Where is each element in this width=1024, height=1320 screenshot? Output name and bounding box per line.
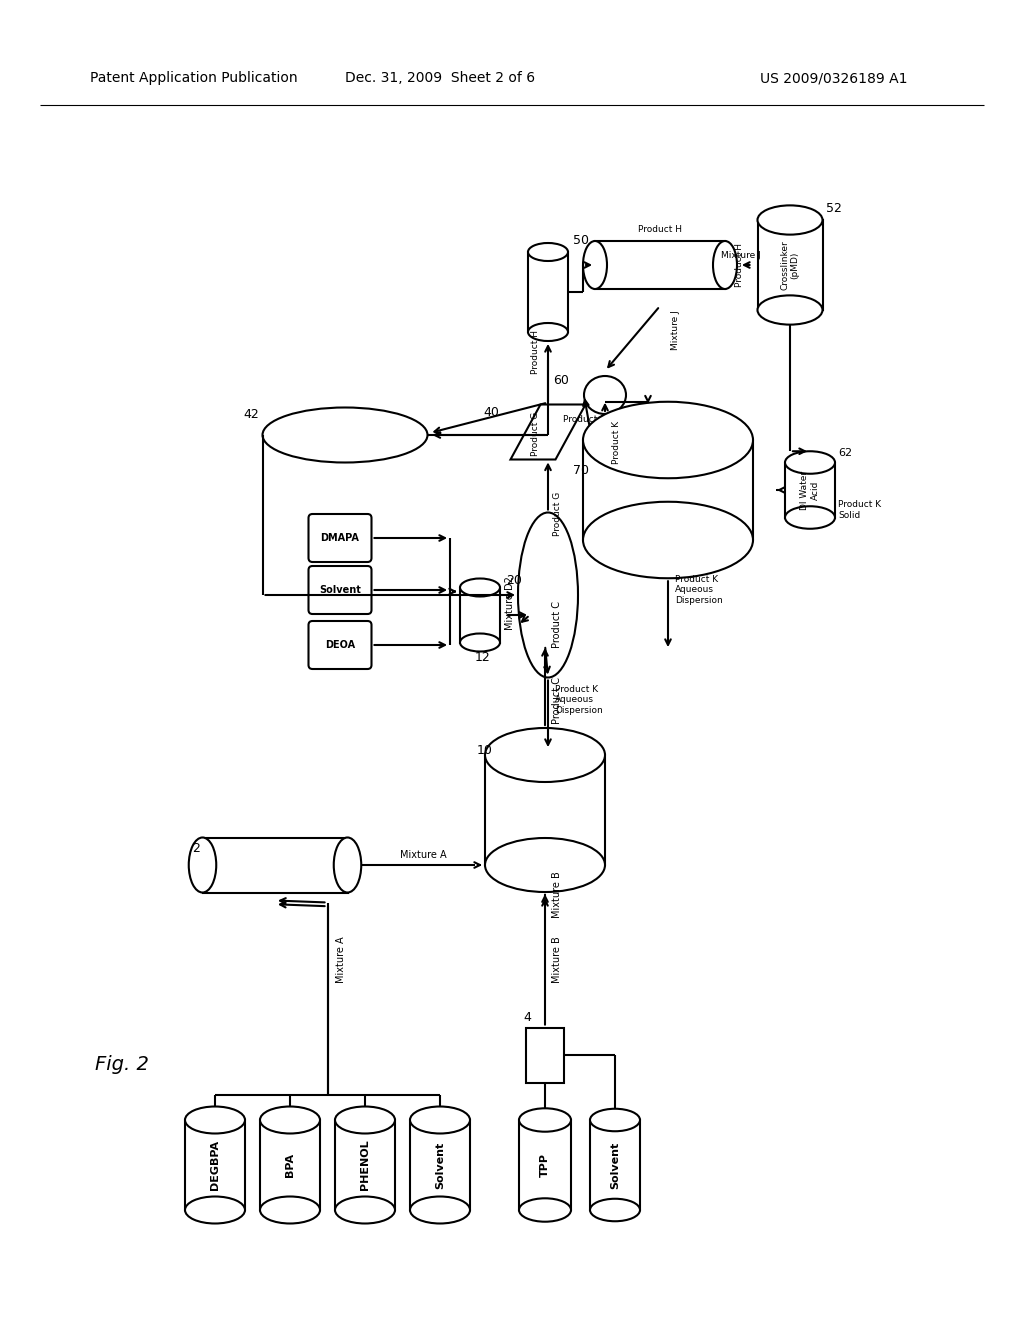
Text: 52: 52 — [826, 202, 842, 214]
Text: Product K: Product K — [612, 421, 621, 465]
Text: TPP: TPP — [540, 1152, 550, 1177]
Text: 20: 20 — [506, 573, 522, 586]
Text: Mixture A: Mixture A — [336, 937, 345, 983]
Text: Fig. 2: Fig. 2 — [95, 1056, 148, 1074]
Ellipse shape — [335, 1196, 395, 1224]
Text: 42: 42 — [243, 408, 259, 421]
Text: DEOA: DEOA — [325, 640, 355, 649]
Text: Solvent: Solvent — [319, 585, 360, 595]
Text: 60: 60 — [553, 374, 569, 387]
Ellipse shape — [410, 1196, 470, 1224]
Bar — [519, 1119, 571, 1210]
Text: Mixture B: Mixture B — [552, 937, 562, 983]
Ellipse shape — [583, 401, 753, 478]
Text: 62: 62 — [838, 447, 852, 458]
Text: Product K: Product K — [563, 416, 606, 425]
Text: PHENOL: PHENOL — [360, 1139, 370, 1191]
Ellipse shape — [460, 634, 500, 652]
Ellipse shape — [262, 408, 427, 462]
Ellipse shape — [460, 578, 500, 597]
Text: Solvent: Solvent — [435, 1142, 445, 1188]
Ellipse shape — [785, 507, 835, 529]
Text: Product K
Aqueous
Dispersion: Product K Aqueous Dispersion — [555, 685, 603, 715]
Ellipse shape — [583, 242, 607, 289]
Text: Product H: Product H — [531, 330, 541, 374]
Ellipse shape — [519, 1199, 571, 1222]
Bar — [583, 440, 753, 540]
Text: DEGBPA: DEGBPA — [210, 1140, 220, 1191]
Bar — [260, 1119, 319, 1210]
Text: Mixture A: Mixture A — [399, 850, 446, 861]
Text: Product G: Product G — [531, 412, 541, 457]
Text: 50: 50 — [573, 234, 589, 247]
Bar — [590, 1119, 640, 1210]
Bar — [528, 252, 568, 333]
FancyBboxPatch shape — [308, 513, 372, 562]
Text: 70: 70 — [573, 463, 589, 477]
Ellipse shape — [335, 1106, 395, 1134]
Bar — [185, 1119, 245, 1210]
Text: 12: 12 — [475, 651, 490, 664]
Ellipse shape — [590, 1109, 640, 1131]
Text: Dec. 31, 2009  Sheet 2 of 6: Dec. 31, 2009 Sheet 2 of 6 — [345, 71, 536, 84]
FancyBboxPatch shape — [308, 566, 372, 614]
Text: Mixture J: Mixture J — [721, 251, 761, 260]
Ellipse shape — [758, 206, 822, 235]
Bar — [485, 755, 605, 865]
Text: Mixture D2: Mixture D2 — [505, 576, 515, 630]
Bar — [785, 462, 835, 517]
Bar — [758, 220, 822, 310]
Text: Product G: Product G — [553, 491, 562, 536]
Text: 40: 40 — [483, 405, 499, 418]
Text: Product H: Product H — [638, 224, 682, 234]
Text: Product C: Product C — [552, 602, 562, 648]
Text: DI Water
Acid: DI Water Acid — [801, 470, 819, 510]
Ellipse shape — [260, 1106, 319, 1134]
Bar — [595, 242, 725, 289]
Ellipse shape — [260, 1196, 319, 1224]
Bar — [410, 1119, 470, 1210]
Text: 10: 10 — [477, 743, 493, 756]
Text: 4: 4 — [523, 1011, 530, 1024]
Text: Mixture B: Mixture B — [552, 871, 562, 919]
Text: Product K
Aqueous
Dispersion: Product K Aqueous Dispersion — [675, 576, 723, 605]
Ellipse shape — [485, 838, 605, 892]
Bar — [203, 837, 347, 892]
Ellipse shape — [713, 242, 737, 289]
Ellipse shape — [528, 323, 568, 341]
Text: Patent Application Publication: Patent Application Publication — [90, 71, 298, 84]
Bar — [335, 1119, 395, 1210]
Text: 2: 2 — [193, 842, 200, 854]
Bar — [460, 587, 500, 643]
Text: Solvent: Solvent — [610, 1142, 620, 1188]
Ellipse shape — [583, 502, 753, 578]
Ellipse shape — [528, 243, 568, 261]
Text: Product C: Product C — [552, 676, 562, 723]
Ellipse shape — [584, 376, 626, 414]
Ellipse shape — [185, 1106, 245, 1134]
Ellipse shape — [410, 1106, 470, 1134]
Ellipse shape — [519, 1109, 571, 1131]
Ellipse shape — [334, 837, 361, 892]
Ellipse shape — [785, 451, 835, 474]
Ellipse shape — [185, 1196, 245, 1224]
Text: US 2009/0326189 A1: US 2009/0326189 A1 — [760, 71, 907, 84]
Text: Crosslinker
(pMD): Crosslinker (pMD) — [780, 240, 800, 290]
Text: Product H: Product H — [735, 243, 744, 286]
Text: DMAPA: DMAPA — [321, 533, 359, 543]
Polygon shape — [511, 404, 586, 459]
Ellipse shape — [518, 512, 578, 677]
Ellipse shape — [485, 729, 605, 781]
Ellipse shape — [590, 1199, 640, 1221]
Text: BPA: BPA — [285, 1152, 295, 1177]
Ellipse shape — [758, 296, 822, 325]
FancyBboxPatch shape — [308, 620, 372, 669]
Text: Product K
Solid: Product K Solid — [838, 500, 881, 520]
Ellipse shape — [188, 837, 216, 892]
Text: Mixture J: Mixture J — [671, 310, 680, 350]
Bar — [526, 1027, 564, 1082]
